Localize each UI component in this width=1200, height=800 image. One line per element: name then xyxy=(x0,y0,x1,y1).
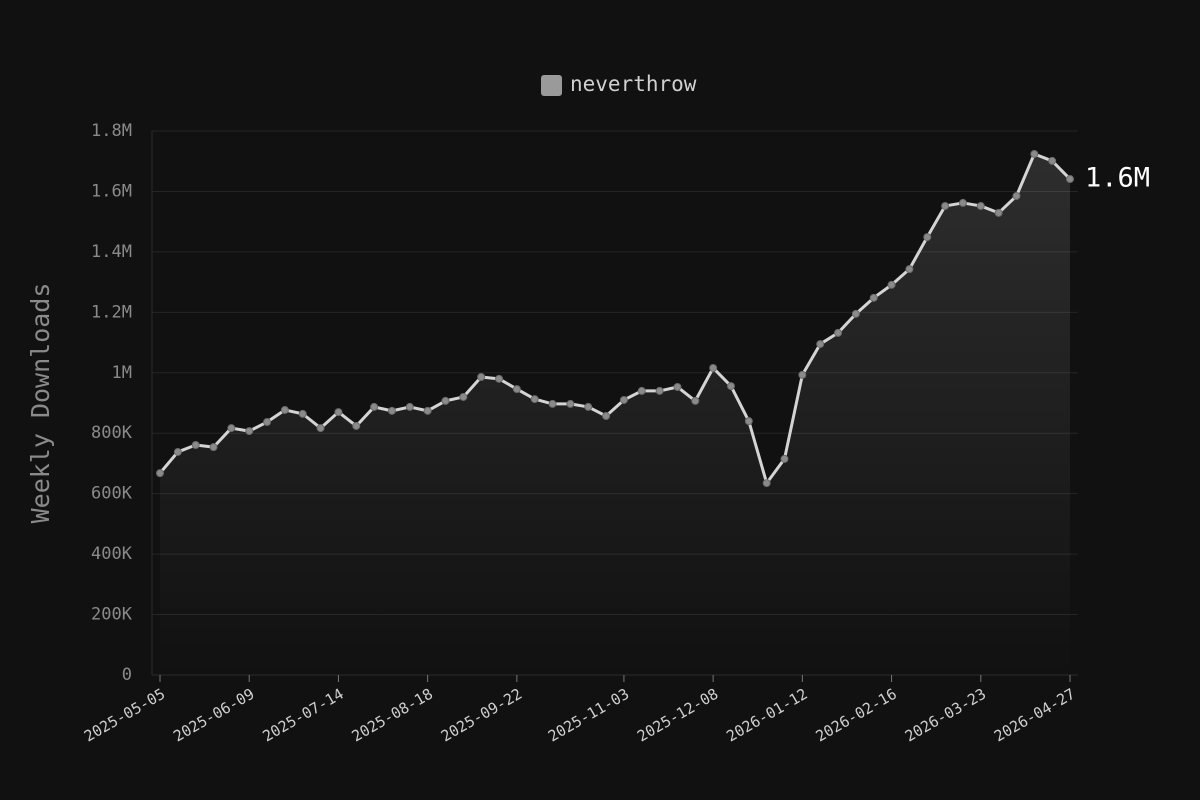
point xyxy=(619,395,628,404)
point xyxy=(405,402,414,411)
point xyxy=(530,395,539,404)
point xyxy=(655,386,664,395)
point xyxy=(298,409,307,418)
point xyxy=(726,382,735,391)
point xyxy=(584,402,593,411)
point xyxy=(352,421,361,430)
point xyxy=(280,405,289,414)
y-tick-label: 200K xyxy=(91,605,133,625)
point xyxy=(923,233,932,242)
point xyxy=(512,385,521,394)
point xyxy=(370,402,379,411)
point xyxy=(263,418,272,427)
point xyxy=(602,411,611,420)
x-tick-label: 2025-05-05 xyxy=(81,685,168,746)
x-tick-label: 2026-02-16 xyxy=(813,685,900,746)
point xyxy=(958,198,967,207)
y-tick-label: 1.8M xyxy=(91,121,132,141)
point xyxy=(191,441,200,450)
point xyxy=(566,399,575,408)
point xyxy=(1048,156,1057,165)
point xyxy=(477,373,486,382)
y-tick-label: 1.4M xyxy=(91,242,132,262)
point xyxy=(173,447,182,456)
y-tick-label: 1.6M xyxy=(91,181,132,201)
point xyxy=(994,208,1003,217)
point xyxy=(976,201,985,210)
point xyxy=(816,340,825,349)
point xyxy=(673,382,682,391)
x-tick-label: 2025-06-09 xyxy=(170,685,257,746)
legend-swatch xyxy=(541,75,562,96)
y-axis-label: Weekly Downloads xyxy=(26,283,55,524)
point xyxy=(334,408,343,417)
area xyxy=(160,153,1070,676)
y-tick-label: 1.2M xyxy=(91,302,132,322)
point xyxy=(495,374,504,383)
point xyxy=(1030,149,1039,158)
point xyxy=(869,293,878,302)
point xyxy=(780,454,789,463)
x-tick-label: 2025-12-08 xyxy=(634,685,721,746)
point xyxy=(209,443,218,452)
y-tick-label: 800K xyxy=(91,423,133,443)
y-tick-label: 400K xyxy=(91,544,133,564)
point xyxy=(387,406,396,415)
y-tick-label: 1M xyxy=(112,363,132,383)
x-tick-label: 2025-11-03 xyxy=(545,685,632,746)
x-tick-label: 2026-03-23 xyxy=(902,685,989,746)
point xyxy=(227,424,236,433)
point xyxy=(762,479,771,488)
point xyxy=(548,399,557,408)
point xyxy=(637,386,646,395)
point xyxy=(709,363,718,372)
x-tick-label: 2026-01-12 xyxy=(723,685,810,746)
point xyxy=(316,424,325,433)
line xyxy=(158,152,1072,485)
point xyxy=(441,396,450,405)
point xyxy=(941,201,950,210)
x-tick-label: 2026-04-27 xyxy=(991,685,1078,746)
point xyxy=(887,280,896,289)
point xyxy=(798,370,807,379)
y-tick-label: 0 xyxy=(122,665,132,685)
point xyxy=(245,427,254,436)
legend-label: neverthrow xyxy=(570,72,697,96)
point xyxy=(905,265,914,274)
point xyxy=(156,469,164,478)
point xyxy=(1066,175,1074,184)
point xyxy=(691,396,700,405)
point xyxy=(834,328,843,337)
point xyxy=(851,309,860,318)
value-label: 1.6M xyxy=(1085,163,1150,194)
y-tick-label: 600K xyxy=(91,484,133,504)
point xyxy=(423,406,432,415)
x-tick-label: 2025-09-22 xyxy=(438,685,525,746)
point xyxy=(459,392,468,401)
x-tick-label: 2025-08-18 xyxy=(349,685,436,746)
point xyxy=(744,417,753,426)
point xyxy=(1012,191,1021,200)
x-tick-label: 2025-07-14 xyxy=(259,685,346,746)
